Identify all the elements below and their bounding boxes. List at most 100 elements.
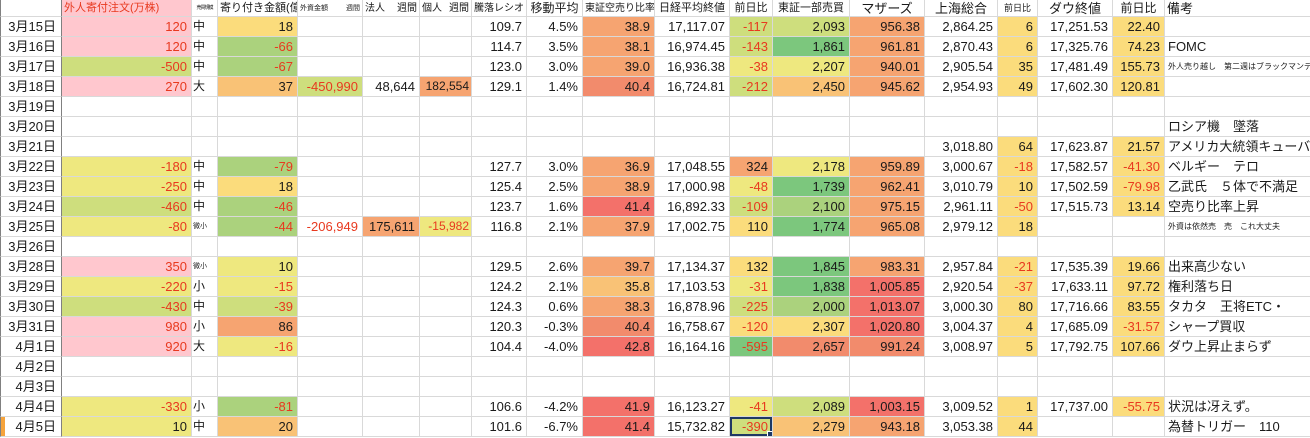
row-date[interactable]: 3月29日: [0, 277, 62, 297]
row-date[interactable]: 4月4日: [0, 397, 62, 417]
cell-ratio[interactable]: 124.2: [472, 277, 527, 297]
cell-dow_chg[interactable]: -55.75: [1113, 397, 1165, 417]
cell-ratio[interactable]: [472, 357, 527, 377]
cell-houjin[interactable]: [363, 177, 420, 197]
cell-biko[interactable]: [1165, 17, 1310, 37]
cell-houjin[interactable]: [363, 157, 420, 177]
cell-biko[interactable]: 権利落ち日: [1165, 277, 1310, 297]
column-header-biko[interactable]: 備考: [1165, 0, 1310, 17]
cell-dow_chg[interactable]: 22.40: [1113, 17, 1165, 37]
cell-yoritsuki[interactable]: 37: [218, 77, 298, 97]
cell-mothers[interactable]: [850, 117, 925, 137]
cell-mothers[interactable]: 1,005.85: [850, 277, 925, 297]
column-header-tosho1[interactable]: 東証一部売買: [773, 0, 850, 17]
cell-nikkei[interactable]: [655, 357, 730, 377]
cell-dow[interactable]: 17,737.00: [1038, 397, 1113, 417]
cell-houjin[interactable]: [363, 117, 420, 137]
cell-shanghai[interactable]: [925, 237, 998, 257]
cell-houjin[interactable]: [363, 97, 420, 117]
cell-size[interactable]: 小: [192, 317, 218, 337]
cell-ma[interactable]: [527, 377, 583, 397]
cell-shanghai[interactable]: 3,004.37: [925, 317, 998, 337]
row-date[interactable]: 3月26日: [0, 237, 62, 257]
cell-tosho1[interactable]: 1,838: [773, 277, 850, 297]
column-header-shanghai_chg[interactable]: 前日比: [998, 0, 1038, 17]
cell-dow_chg[interactable]: [1113, 377, 1165, 397]
cell-kojin[interactable]: -15,982: [420, 217, 472, 237]
cell-nikkei[interactable]: [655, 137, 730, 157]
cell-nikkei[interactable]: [655, 377, 730, 397]
cell-karauri[interactable]: 40.4: [583, 317, 655, 337]
cell-ma[interactable]: [527, 117, 583, 137]
cell-biko[interactable]: [1165, 377, 1310, 397]
cell-gaishi[interactable]: [298, 377, 363, 397]
cell-mothers[interactable]: [850, 137, 925, 157]
cell-size[interactable]: [192, 357, 218, 377]
cell-biko[interactable]: 状況は冴えず。: [1165, 397, 1310, 417]
cell-nikkei_chg[interactable]: [730, 97, 773, 117]
cell-nikkei_chg[interactable]: -31: [730, 277, 773, 297]
cell-nikkei_chg[interactable]: -225: [730, 297, 773, 317]
cell-size[interactable]: [192, 117, 218, 137]
cell-ma[interactable]: 2.6%: [527, 257, 583, 277]
cell-shanghai[interactable]: 2,954.93: [925, 77, 998, 97]
cell-size[interactable]: 中: [192, 37, 218, 57]
cell-dow[interactable]: [1038, 117, 1113, 137]
cell-gaishi[interactable]: [298, 37, 363, 57]
cell-dow[interactable]: [1038, 357, 1113, 377]
cell-size[interactable]: 中: [192, 57, 218, 77]
cell-ratio[interactable]: 120.3: [472, 317, 527, 337]
cell-size[interactable]: 中: [192, 197, 218, 217]
cell-ratio[interactable]: 101.6: [472, 417, 527, 437]
cell-nikkei_chg[interactable]: -212: [730, 77, 773, 97]
cell-shanghai_chg[interactable]: -18: [998, 157, 1038, 177]
cell-shanghai_chg[interactable]: 4: [998, 317, 1038, 337]
cell-ma[interactable]: 2.1%: [527, 277, 583, 297]
cell-shanghai_chg[interactable]: [998, 357, 1038, 377]
cell-shanghai[interactable]: 3,000.30: [925, 297, 998, 317]
cell-biko[interactable]: ベルギー テロ: [1165, 157, 1310, 177]
cell-nikkei[interactable]: 17,000.98: [655, 177, 730, 197]
cell-dow[interactable]: 17,502.59: [1038, 177, 1113, 197]
cell-kojin[interactable]: [420, 317, 472, 337]
cell-ratio[interactable]: 129.5: [472, 257, 527, 277]
cell-yoritsuki[interactable]: -44: [218, 217, 298, 237]
row-date[interactable]: 3月30日: [0, 297, 62, 317]
row-date[interactable]: 3月24日: [0, 197, 62, 217]
cell-dow[interactable]: [1038, 237, 1113, 257]
cell-shanghai_chg[interactable]: 64: [998, 137, 1038, 157]
cell-size[interactable]: 中: [192, 297, 218, 317]
cell-size[interactable]: 中: [192, 157, 218, 177]
cell-mothers[interactable]: 983.31: [850, 257, 925, 277]
cell-ratio[interactable]: 109.7: [472, 17, 527, 37]
cell-houjin[interactable]: [363, 57, 420, 77]
cell-size[interactable]: 大: [192, 77, 218, 97]
cell-ratio[interactable]: [472, 377, 527, 397]
cell-ratio[interactable]: 125.4: [472, 177, 527, 197]
cell-tosho1[interactable]: [773, 117, 850, 137]
cell-houjin[interactable]: [363, 377, 420, 397]
cell-nikkei_chg[interactable]: -143: [730, 37, 773, 57]
cell-kojin[interactable]: [420, 397, 472, 417]
cell-karauri[interactable]: 39.7: [583, 257, 655, 277]
cell-dow[interactable]: 17,582.57: [1038, 157, 1113, 177]
cell-shanghai[interactable]: 2,957.84: [925, 257, 998, 277]
cell-dow[interactable]: [1038, 97, 1113, 117]
cell-houjin[interactable]: [363, 357, 420, 377]
cell-shanghai_chg[interactable]: 44: [998, 417, 1038, 437]
cell-ratio[interactable]: 114.7: [472, 37, 527, 57]
cell-biko[interactable]: 外資は依然売 売 これ大丈夫: [1165, 217, 1310, 237]
cell-kojin[interactable]: [420, 277, 472, 297]
cell-nikkei[interactable]: 16,974.45: [655, 37, 730, 57]
cell-shanghai_chg[interactable]: -21: [998, 257, 1038, 277]
cell-mothers[interactable]: [850, 377, 925, 397]
cell-nikkei_chg[interactable]: -41: [730, 397, 773, 417]
cell-gaishi[interactable]: [298, 237, 363, 257]
cell-tosho1[interactable]: [773, 97, 850, 117]
cell-tosho1[interactable]: 1,739: [773, 177, 850, 197]
cell-houjin[interactable]: 48,644: [363, 77, 420, 97]
cell-ma[interactable]: -0.3%: [527, 317, 583, 337]
cell-mothers[interactable]: [850, 237, 925, 257]
cell-shanghai_chg[interactable]: 1: [998, 397, 1038, 417]
cell-gaijin[interactable]: [62, 137, 192, 157]
